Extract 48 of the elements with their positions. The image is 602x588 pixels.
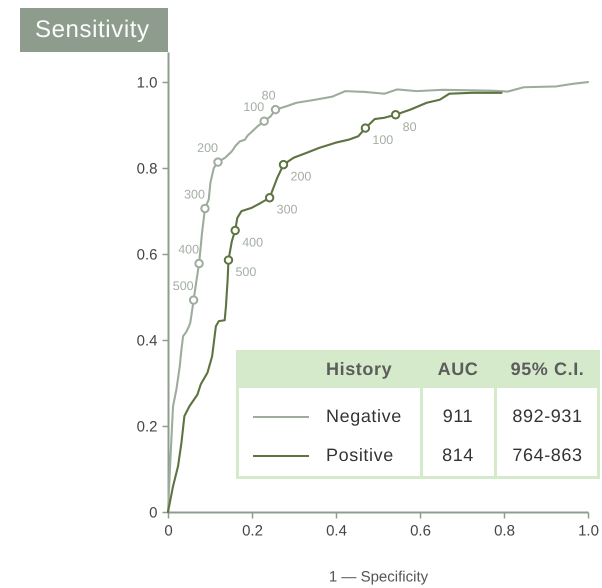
x-tick-label: 0.8 xyxy=(494,522,515,540)
x-tick-label: 0.2 xyxy=(242,522,263,540)
legend-label: Positive xyxy=(326,444,395,467)
y-tick-label: 1.0 xyxy=(136,74,158,92)
x-tick-label: 1.0 xyxy=(578,522,599,540)
annotation: 80 xyxy=(402,120,417,134)
x-tick-label: 0.4 xyxy=(326,522,347,540)
y-tick-label: 0.4 xyxy=(136,332,158,350)
annotation: 300 xyxy=(276,202,298,217)
annotation: 764-863 xyxy=(511,444,584,467)
annotation: 200 xyxy=(197,141,218,156)
annotation: 80 xyxy=(262,88,276,103)
annotation: 911 xyxy=(442,405,474,428)
annotation: 400 xyxy=(242,235,264,250)
y-tick-label: 0.2 xyxy=(136,418,158,436)
point xyxy=(200,204,210,214)
legend-title: History xyxy=(326,358,394,381)
annotation: 500 xyxy=(235,265,256,280)
annotation: AUC xyxy=(436,358,480,380)
point xyxy=(224,255,234,265)
annotation: 300 xyxy=(184,187,206,202)
point xyxy=(278,160,288,170)
annotation: 100 xyxy=(372,133,394,148)
x-tick-label: 0.6 xyxy=(410,522,431,540)
point xyxy=(264,193,274,202)
point xyxy=(194,258,204,268)
line-series xyxy=(166,92,503,514)
point xyxy=(270,104,280,114)
x-tick-label: 0 xyxy=(164,522,173,540)
legend-label: Negative xyxy=(326,405,403,428)
annotation: 100 xyxy=(243,100,264,114)
annotation: 200 xyxy=(290,170,312,184)
point xyxy=(213,157,223,167)
point xyxy=(188,295,198,305)
y-tick-label: 0.6 xyxy=(136,246,158,264)
y-tick-label: 0 xyxy=(149,504,158,522)
y-tick-label: 0.8 xyxy=(136,160,158,178)
point xyxy=(360,123,370,133)
point xyxy=(390,110,400,120)
point xyxy=(259,116,269,126)
annotation: 500 xyxy=(172,279,194,294)
annotation: 95% C.I. xyxy=(510,358,586,380)
point xyxy=(230,226,240,236)
y-axis-title: Sensitivity xyxy=(20,8,168,52)
annotation: 814 xyxy=(441,444,475,467)
annotation: 400 xyxy=(178,242,200,257)
annotation: 892-931 xyxy=(511,405,584,428)
x-axis-title: 1 — Specificity xyxy=(328,568,429,586)
